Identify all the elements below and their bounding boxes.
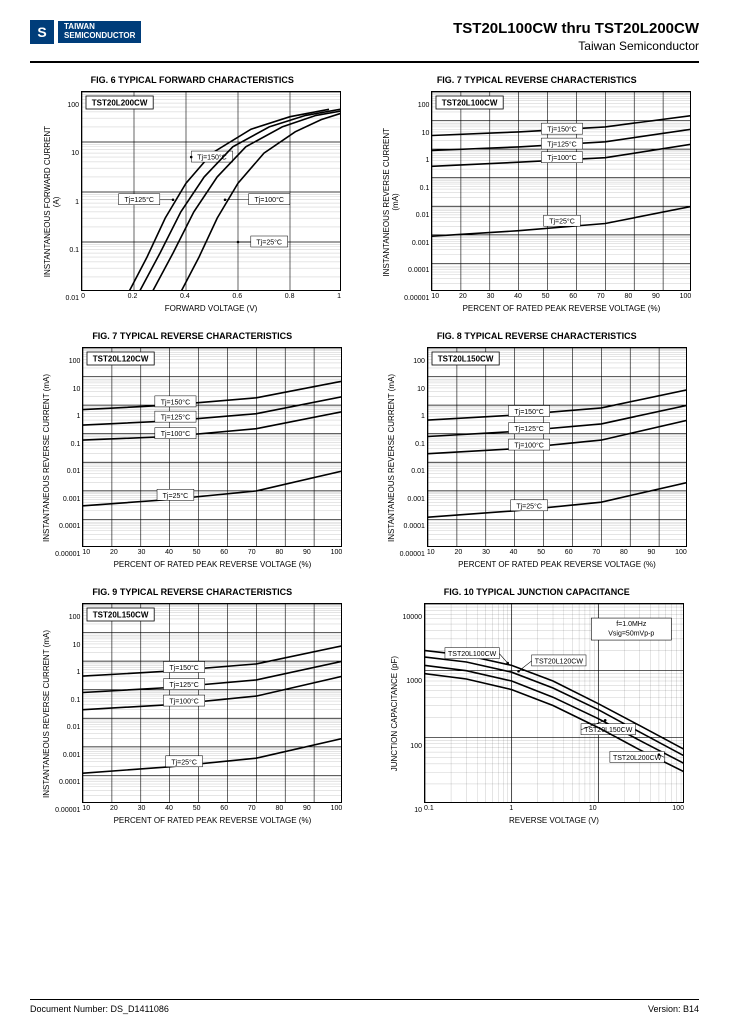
y-ticks: 1001010.10.010.0010.00010.00001 xyxy=(55,358,80,558)
y-axis-label: INSTANTANEOUS REVERSE CURRENT (mA) xyxy=(42,630,51,798)
y-ticks: 1001010.10.010.0010.00010.00001 xyxy=(55,614,80,814)
svg-text:TST20L150CW: TST20L150CW xyxy=(438,355,494,364)
x-axis-label: PERCENT OF RATED PEAK REVERSE VOLTAGE (%… xyxy=(114,560,312,569)
chart-svg: Tj=150°C Tj=125°C Tj=100°C Tj=25°C TST20L120… xyxy=(82,347,342,547)
svg-text:Vsig=50mVp-p: Vsig=50mVp-p xyxy=(608,631,654,638)
svg-text:TST20L120CW: TST20L120CW xyxy=(93,355,149,364)
logo-text: TAIWAN SEMICONDUCTOR xyxy=(58,21,141,43)
svg-text:Tj=125°C: Tj=125°C xyxy=(170,681,199,689)
figure: FIG. 10 TYPICAL JUNCTION CAPACITANCE JUN… xyxy=(375,587,700,825)
figure-title: FIG. 7 TYPICAL REVERSE CHARACTERISTICS xyxy=(92,331,292,341)
chart-svg: Tj=150°C Tj=125°C Tj=100°C Tj=25°C TST20L100… xyxy=(431,91,691,291)
svg-text:Tj=150°C: Tj=150°C xyxy=(170,664,199,672)
x-ticks: 0.1110100 xyxy=(424,805,684,812)
x-ticks: 102030405060708090100 xyxy=(431,293,691,300)
svg-text:Tj=25°C: Tj=25°C xyxy=(256,239,282,247)
svg-text:f=1.0MHz: f=1.0MHz xyxy=(616,621,647,628)
figure-title: FIG. 6 TYPICAL FORWARD CHARACTERISTICS xyxy=(91,75,294,85)
chart-svg: Tj=150°C Tj=125°C Tj=100°C Tj=25°C TST20L150… xyxy=(82,603,342,803)
svg-text:TST20L120CW: TST20L120CW xyxy=(535,658,584,665)
svg-text:Tj=100°C: Tj=100°C xyxy=(170,698,199,706)
x-axis-label: PERCENT OF RATED PEAK REVERSE VOLTAGE (%… xyxy=(463,304,661,313)
figure: FIG. 9 TYPICAL REVERSE CHARACTERISTICS I… xyxy=(30,587,355,825)
figure: FIG. 6 TYPICAL FORWARD CHARACTERISTICS I… xyxy=(30,75,355,313)
y-ticks: 1001010.10.01 xyxy=(65,102,79,302)
svg-text:TST20L200CW: TST20L200CW xyxy=(613,755,662,762)
svg-text:Tj=25°C: Tj=25°C xyxy=(516,502,542,510)
y-axis-label: JUNCTION CAPACITANCE (pF) xyxy=(390,656,399,771)
chart-svg: Tj=150°CTj=125°CTj=100°CTj=25°CTST20L200… xyxy=(81,91,341,291)
y-ticks: 10000100010010 xyxy=(403,614,422,814)
figure-title: FIG. 7 TYPICAL REVERSE CHARACTERISTICS xyxy=(437,75,637,85)
svg-text:TST20L100CW: TST20L100CW xyxy=(442,99,498,108)
logo: S TAIWAN SEMICONDUCTOR xyxy=(30,20,141,44)
figure-title: FIG. 8 TYPICAL REVERSE CHARACTERISTICS xyxy=(437,331,637,341)
chart-svg: Tj=150°C Tj=125°C Tj=100°C Tj=25°C TST20L150… xyxy=(427,347,687,547)
svg-text:Tj=150°C: Tj=150°C xyxy=(161,398,190,406)
y-ticks: 1001010.10.010.0010.00010.00001 xyxy=(404,102,429,302)
svg-text:Tj=100°C: Tj=100°C xyxy=(161,430,190,438)
svg-text:Tj=150°C: Tj=150°C xyxy=(514,408,543,416)
x-axis-label: FORWARD VOLTAGE (V) xyxy=(165,304,258,313)
page-subtitle: Taiwan Semiconductor xyxy=(453,39,699,53)
chart-svg: TST20L100CWTST20L120CWTST20L150CWTST20L2… xyxy=(424,603,684,803)
svg-text:Tj=25°C: Tj=25°C xyxy=(172,758,198,766)
svg-text:Tj=150°C: Tj=150°C xyxy=(548,126,577,134)
y-axis-label: INSTANTANEOUS REVERSE CURRENT(mA) xyxy=(382,128,400,277)
y-ticks: 1001010.10.010.0010.00010.00001 xyxy=(400,358,425,558)
logo-symbol: S xyxy=(30,20,54,44)
svg-text:Tj=25°C: Tj=25°C xyxy=(550,218,576,226)
figure: FIG. 7 TYPICAL REVERSE CHARACTERISTICS I… xyxy=(375,75,700,313)
footer-doc: Document Number: DS_D1411086 xyxy=(30,1004,169,1014)
x-axis-label: PERCENT OF RATED PEAK REVERSE VOLTAGE (%… xyxy=(458,560,656,569)
figure-title: FIG. 10 TYPICAL JUNCTION CAPACITANCE xyxy=(444,587,630,597)
svg-text:Tj=125°C: Tj=125°C xyxy=(514,425,543,433)
figure: FIG. 7 TYPICAL REVERSE CHARACTERISTICS I… xyxy=(30,331,355,569)
svg-text:Tj=100°C: Tj=100°C xyxy=(514,442,543,450)
svg-text:TST20L150CW: TST20L150CW xyxy=(93,611,149,620)
y-axis-label: INSTANTANEOUS REVERSE CURRENT (mA) xyxy=(387,374,396,542)
figure: FIG. 8 TYPICAL REVERSE CHARACTERISTICS I… xyxy=(375,331,700,569)
x-axis-label: PERCENT OF RATED PEAK REVERSE VOLTAGE (%… xyxy=(114,816,312,825)
figure-title: FIG. 9 TYPICAL REVERSE CHARACTERISTICS xyxy=(92,587,292,597)
footer-version: Version: B14 xyxy=(648,1004,699,1014)
svg-text:TST20L200CW: TST20L200CW xyxy=(92,99,148,108)
x-ticks: 102030405060708090100 xyxy=(427,549,687,556)
page-title: TST20L100CW thru TST20L200CW xyxy=(453,20,699,37)
svg-text:Tj=25°C: Tj=25°C xyxy=(163,492,189,500)
y-axis-label: INSTANTANEOUS FORWARD CURRENT(A) xyxy=(43,126,61,277)
x-ticks: 102030405060708090100 xyxy=(82,549,342,556)
svg-text:Tj=125°C: Tj=125°C xyxy=(125,196,154,204)
svg-text:Tj=100°C: Tj=100°C xyxy=(548,154,577,162)
svg-text:Tj=125°C: Tj=125°C xyxy=(548,141,577,149)
svg-text:Tj=125°C: Tj=125°C xyxy=(161,414,190,422)
svg-text:Tj=100°C: Tj=100°C xyxy=(255,196,284,204)
x-ticks: 102030405060708090100 xyxy=(82,805,342,812)
y-axis-label: INSTANTANEOUS REVERSE CURRENT (mA) xyxy=(42,374,51,542)
svg-text:TST20L100CW: TST20L100CW xyxy=(448,651,497,658)
x-axis-label: REVERSE VOLTAGE (V) xyxy=(509,816,599,825)
x-ticks: 00.20.40.60.81 xyxy=(81,293,341,300)
